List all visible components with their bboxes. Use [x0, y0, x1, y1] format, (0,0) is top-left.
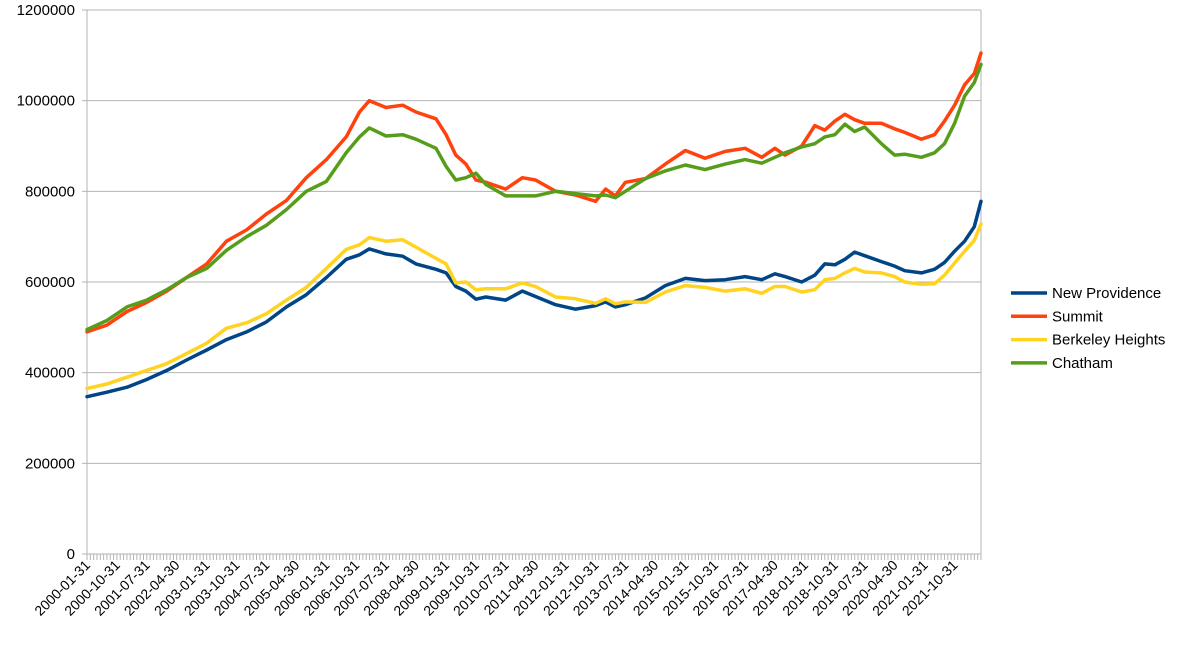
y-tick-label: 600000: [25, 274, 75, 291]
series-line-summit: [85, 51, 983, 334]
series-lines: [85, 51, 983, 399]
y-tick-label: 1000000: [17, 93, 75, 110]
legend-label: New Providence: [1052, 285, 1161, 302]
y-tick-label: 0: [67, 546, 75, 563]
y-tick-label: 200000: [25, 455, 75, 472]
y-tick-label: 1200000: [17, 2, 75, 19]
y-axis-ticks: 0 200000 400000 600000 800000 1000000 1200000: [17, 2, 87, 563]
grid-lines: [86, 9, 982, 555]
series-line-berkeley-heights: [85, 222, 983, 391]
legend-label: Chatham: [1052, 355, 1113, 372]
y-tick-label: 800000: [25, 183, 75, 200]
y-tick-label: 400000: [25, 365, 75, 382]
legend-label: Berkeley Heights: [1052, 332, 1165, 349]
legend: New Providence Summit Berkeley Heights Chat…: [1011, 285, 1165, 372]
legend-label: Summit: [1052, 308, 1104, 325]
series-line-chatham: [85, 62, 983, 332]
series-line-new-providence: [85, 199, 983, 399]
